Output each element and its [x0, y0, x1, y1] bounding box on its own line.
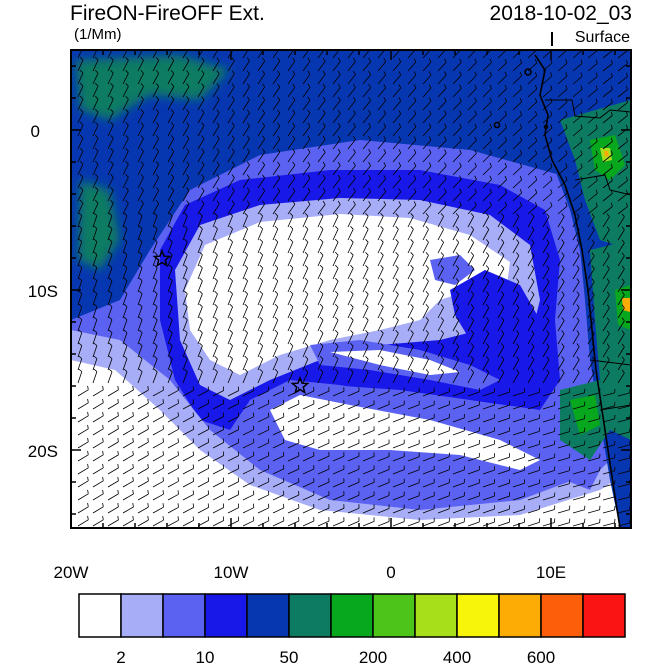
coastline: [493, 54, 631, 528]
y-tick-label: 20S: [28, 442, 58, 461]
x-tick-label: 10W: [214, 563, 249, 582]
colorbar-label: 50: [280, 648, 299, 667]
colorbar-swatch: [456, 593, 500, 638]
colorbar-swatch: [204, 593, 248, 638]
x-tick-label: 20W: [54, 563, 89, 582]
star-marker-west: [152, 248, 172, 268]
colorbar-swatch: [330, 593, 374, 638]
colorbar-label: 200: [359, 648, 387, 667]
colorbar-swatch: [78, 593, 122, 638]
y-tick-label: 0: [31, 122, 40, 141]
axis-ticks: [70, 50, 631, 528]
extinction-field: [71, 50, 631, 528]
colorbar-label: 600: [527, 648, 555, 667]
y-axis-labels: 0 10S 20S: [28, 122, 58, 461]
plot-frame: [70, 49, 632, 529]
colorbar-swatch: [246, 593, 290, 638]
colorbar-swatch: [582, 593, 626, 638]
colorbar-label: 2: [116, 648, 125, 667]
colorbar-label: 400: [443, 648, 471, 667]
colorbar-swatch: [498, 593, 542, 638]
level-label: Surface: [574, 29, 630, 46]
map-title: FireON-FireOFF Ext.: [70, 2, 265, 25]
colorbar-swatch: [162, 593, 206, 638]
x-tick-label: 10E: [536, 563, 566, 582]
datetime-label: 2018-10-02_03: [489, 2, 632, 25]
colorbar-label: 10: [196, 648, 215, 667]
colorbar-swatch: [414, 593, 458, 638]
wind-barb-set: [77, 50, 631, 527]
colorbar: [78, 593, 626, 638]
y-tick-label: 10S: [28, 282, 58, 301]
colorbar-swatch: [372, 593, 416, 638]
wind-barbs: [77, 50, 631, 527]
x-tick-label: 0: [386, 563, 395, 582]
colorbar-swatch: [120, 593, 164, 638]
level-tick: [551, 32, 553, 46]
colorbar-labels: 2 10 50 200 400 600: [116, 648, 555, 667]
colorbar-swatch: [540, 593, 584, 638]
star-marker-south: [290, 375, 310, 395]
x-axis-labels: 20W 10W 0 10E: [54, 563, 567, 582]
units-label: (1/Mm): [74, 26, 122, 43]
colorbar-swatch: [288, 593, 332, 638]
